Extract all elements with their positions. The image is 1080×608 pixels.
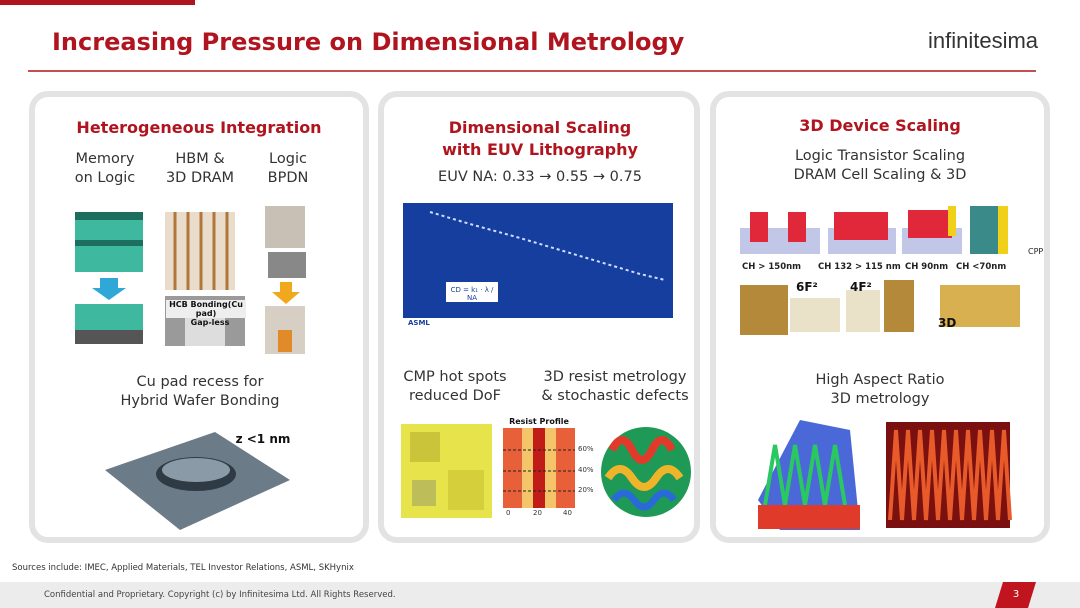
panel-title: 3D Device Scaling [799, 116, 961, 135]
resist-profile-title: Resist Profile [509, 417, 569, 426]
stochastic-defect-image [601, 427, 691, 517]
node-label: CH 132 > 115 nm [818, 262, 901, 272]
column-label: Logic BPDN [267, 151, 309, 186]
logo: infinitesima [928, 28, 1039, 53]
memory-on-logic-image [75, 212, 143, 344]
cell-label: 4F² [850, 280, 872, 294]
page-number: 3 [1012, 589, 1020, 600]
image-label: Gap-less [190, 318, 230, 327]
pitch-label: CPP [1028, 247, 1044, 256]
chart-formula: CD = k₁ · λ / NA [450, 286, 494, 302]
slide-title: Increasing Pressure on Dimensional Metro… [52, 28, 685, 56]
annotation: z <1 nm [235, 432, 291, 446]
cell-label: 6F² [796, 280, 818, 294]
panel-caption: High Aspect Ratio 3D metrology [815, 372, 945, 407]
panel-caption: 3D resist metrology & stochastic defects [541, 369, 689, 404]
logic-bpdn-image [265, 206, 306, 354]
confidential: Confidential and Proprietary. Copyright … [44, 590, 396, 600]
sources: Sources include: IMEC, Applied Materials… [12, 563, 354, 573]
cmp-hotspot-image [401, 424, 492, 518]
resist-y-label: 40% [578, 466, 594, 474]
node-label: CH <70nm [956, 262, 1007, 272]
node-label: CH > 150nm [742, 262, 802, 272]
resist-y-label: 60% [578, 445, 594, 453]
resist-x-label: 40 [563, 509, 572, 517]
resist-profile-image [503, 428, 575, 508]
page-number-box [995, 582, 1036, 608]
image-label: HCB Bonding(Cu pad) [166, 300, 246, 318]
transistor-scaling-image [740, 206, 1008, 254]
high-aspect-ratio-image-2 [886, 422, 1012, 528]
panel-caption: Cu pad recess for Hybrid Wafer Bonding [120, 374, 280, 409]
resist-x-label: 20 [533, 509, 542, 517]
cell-label: 3D [938, 316, 957, 330]
column-label: Memory on Logic [74, 151, 136, 186]
cu-pad-image [105, 432, 290, 530]
footer-band [0, 582, 1080, 608]
panel-title: Heterogeneous Integration [76, 118, 322, 137]
panel-title: Dimensional Scaling with EUV Lithography [442, 118, 638, 159]
euv-roadmap-chart [403, 203, 673, 328]
node-label: CH 90nm [905, 262, 949, 272]
resist-y-label: 20% [578, 486, 594, 494]
dram-cell-image [740, 280, 1020, 335]
panel-subtitle: Logic Transistor Scaling DRAM Cell Scali… [793, 148, 967, 183]
chart-brand: ASML [408, 319, 430, 327]
resist-x-label: 0 [506, 509, 511, 517]
high-aspect-ratio-image-1 [758, 420, 860, 530]
top-accent [0, 0, 195, 5]
column-label: HBM & 3D DRAM [165, 151, 235, 186]
panel-subtitle: EUV NA: 0.33 → 0.55 → 0.75 [438, 169, 642, 185]
panel-caption: CMP hot spots reduced DoF [403, 369, 507, 404]
